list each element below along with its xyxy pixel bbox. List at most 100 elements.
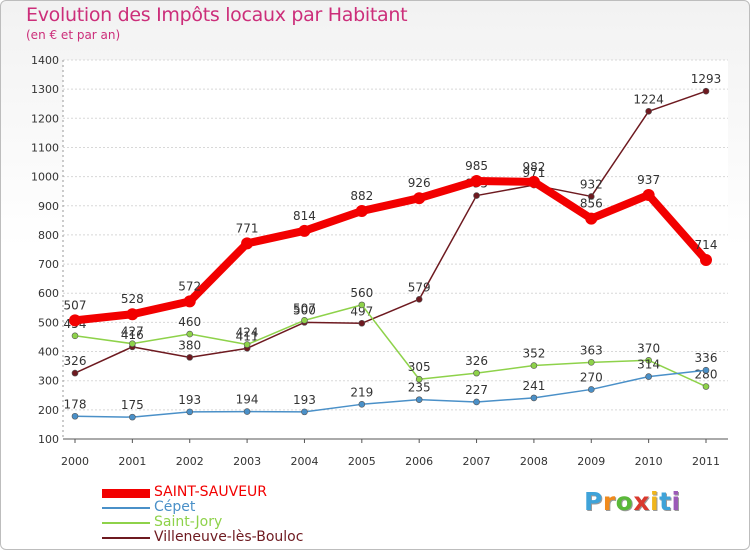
data-point (645, 356, 652, 364)
series-line-saint-jory (74, 304, 707, 388)
data-label: 814 (293, 209, 316, 223)
data-label: 1293 (691, 72, 722, 86)
data-point (71, 369, 79, 377)
data-label: 175 (121, 398, 144, 412)
data-label: 985 (465, 159, 488, 173)
plot-area (63, 60, 728, 439)
data-label: 193 (178, 393, 201, 407)
x-tick-label: 2008 (520, 455, 548, 468)
data-point (473, 192, 480, 199)
data-point (358, 401, 366, 408)
series-line-saint-sauveur (71, 176, 710, 325)
legend-swatch (102, 522, 150, 524)
x-tick-label: 2003 (233, 455, 261, 468)
y-tick-label: 1200 (31, 112, 59, 125)
data-point (129, 340, 136, 347)
data-label: 194 (236, 393, 259, 407)
logo-letter: i (671, 487, 681, 516)
data-label: 572 (178, 279, 201, 293)
legend-label: Cépet (154, 499, 196, 515)
data-label: 193 (293, 393, 316, 407)
y-tick-label: 900 (38, 200, 59, 213)
data-label: 507 (64, 298, 87, 312)
data-label: 771 (236, 221, 259, 235)
logo-letter: t (659, 487, 672, 516)
chart-subtitle: (en € et par an) (26, 28, 121, 42)
data-point (355, 205, 368, 218)
x-tick-label: 2009 (577, 455, 605, 468)
data-point (301, 317, 308, 324)
y-tick-label: 1100 (31, 141, 59, 154)
data-label: 497 (350, 304, 373, 318)
series-line-villeneuve-l-s-bouloc (74, 90, 707, 374)
data-point (415, 396, 423, 403)
data-label: 416 (121, 328, 144, 342)
data-point (71, 412, 79, 420)
data-label: 370 (637, 341, 660, 355)
logo-letter: x (633, 487, 650, 516)
data-label: 235 (408, 381, 431, 395)
data-label: 336 (695, 351, 718, 365)
x-tick-label: 2000 (61, 455, 89, 468)
data-point (530, 394, 538, 402)
data-point (470, 174, 483, 187)
legend-label: SAINT-SAUVEUR (154, 484, 268, 500)
data-label: 579 (408, 280, 431, 294)
data-label: 219 (350, 385, 373, 399)
x-tick-label: 2010 (635, 455, 663, 468)
data-label: 424 (236, 326, 259, 340)
y-tick-label: 500 (38, 316, 59, 329)
logo-letter: P (584, 487, 603, 516)
data-point (473, 369, 480, 377)
logo-letter: r (602, 487, 616, 516)
y-tick-label: 800 (38, 229, 59, 242)
data-point (527, 175, 540, 188)
data-point (186, 408, 194, 416)
legend-label: Saint-Jory (154, 514, 223, 530)
y-tick-label: 700 (38, 258, 59, 271)
data-point (186, 354, 194, 361)
data-point (642, 188, 655, 201)
data-point (702, 87, 710, 95)
data-label: 971 (522, 166, 545, 180)
data-label: 314 (637, 358, 660, 372)
data-label: 305 (408, 360, 431, 374)
data-label: 227 (465, 383, 488, 397)
data-point (129, 413, 136, 421)
data-point (587, 386, 595, 393)
data-label: 1224 (633, 92, 664, 106)
data-point (69, 314, 81, 327)
data-label: 560 (350, 286, 373, 300)
data-label: 363 (580, 343, 603, 357)
data-label: 882 (350, 189, 373, 203)
data-label: 411 (236, 329, 259, 343)
data-label: 932 (580, 177, 603, 191)
data-label: 500 (293, 303, 316, 317)
y-tick-label: 600 (38, 287, 59, 300)
logo-letter: o (615, 487, 634, 516)
data-point (530, 362, 538, 369)
data-point (700, 253, 712, 266)
data-point (413, 192, 426, 205)
legend-swatch (102, 488, 150, 498)
chart-title: Evolution des Impôts locaux par Habitant (26, 4, 408, 26)
data-point (301, 408, 308, 416)
data-point (183, 295, 196, 308)
data-point (587, 193, 595, 200)
data-point (243, 408, 251, 415)
y-tick-label: 1300 (31, 83, 59, 96)
logo-letter: i (650, 487, 660, 516)
y-tick-label: 300 (38, 375, 59, 388)
data-point (71, 332, 79, 340)
data-label: 856 (580, 197, 603, 211)
y-tick-label: 1400 (31, 54, 59, 67)
data-point (358, 319, 366, 327)
data-label: 241 (522, 379, 545, 393)
data-point (473, 398, 480, 406)
data-label: 460 (178, 315, 201, 329)
x-tick-label: 2001 (118, 455, 146, 468)
x-tick-label: 2007 (463, 455, 491, 468)
data-point (186, 330, 194, 338)
data-point (241, 237, 254, 250)
data-point (298, 224, 311, 237)
